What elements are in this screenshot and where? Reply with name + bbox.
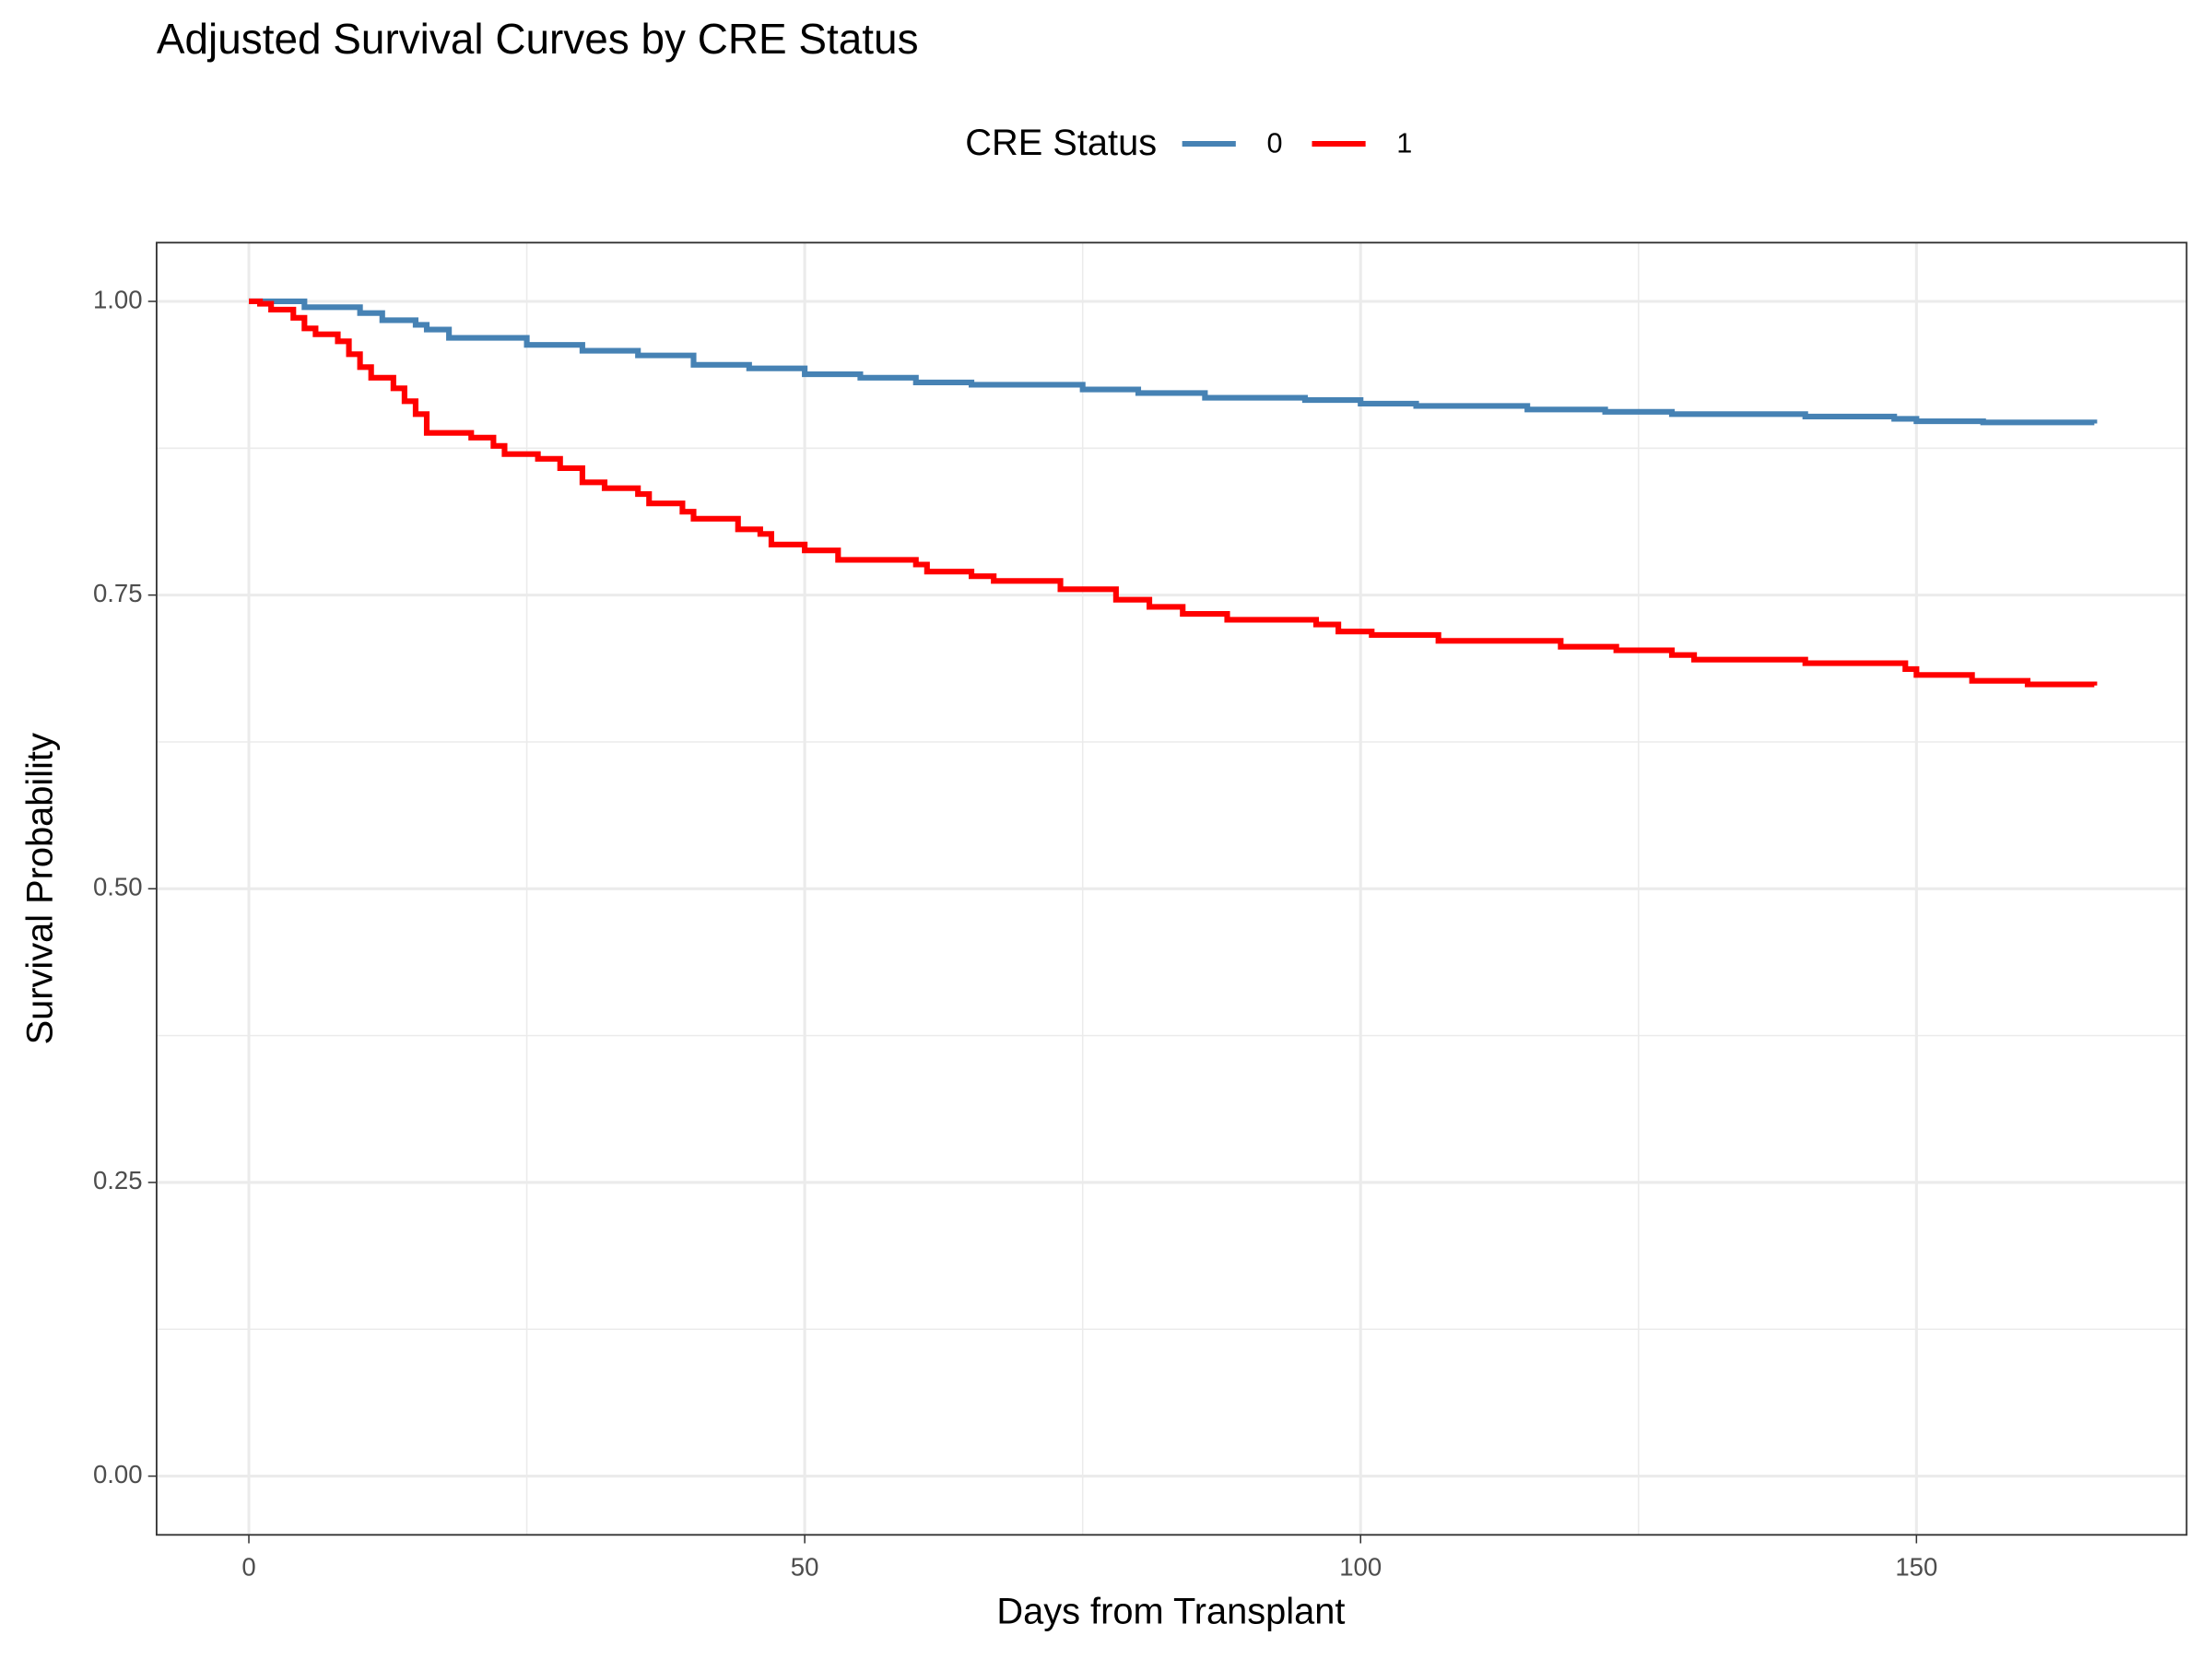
x-tick-label: 50 — [791, 1552, 819, 1581]
legend-title: CRE Status — [965, 123, 1157, 163]
legend-label: 0 — [1266, 128, 1282, 159]
y-tick-label: 0.00 — [93, 1460, 143, 1488]
x-tick-label: 150 — [1895, 1552, 1937, 1581]
y-tick-label: 0.25 — [93, 1166, 143, 1194]
y-tick-label: 0.75 — [93, 579, 143, 607]
survival-curve — [249, 298, 2098, 688]
legend-label: 1 — [1396, 128, 1412, 159]
y-axis-title: Survival Probability — [19, 733, 60, 1044]
y-tick-label: 0.50 — [93, 873, 143, 901]
chart-title: Adjusted Survival Curves by CRE Status — [157, 15, 919, 63]
x-tick-label: 0 — [241, 1552, 255, 1581]
y-tick-label: 1.00 — [93, 285, 143, 313]
x-axis-title: Days from Transplant — [996, 1592, 1345, 1632]
survival-curve — [249, 298, 2098, 426]
x-tick-label: 100 — [1339, 1552, 1382, 1581]
plot-border — [155, 241, 2188, 1536]
